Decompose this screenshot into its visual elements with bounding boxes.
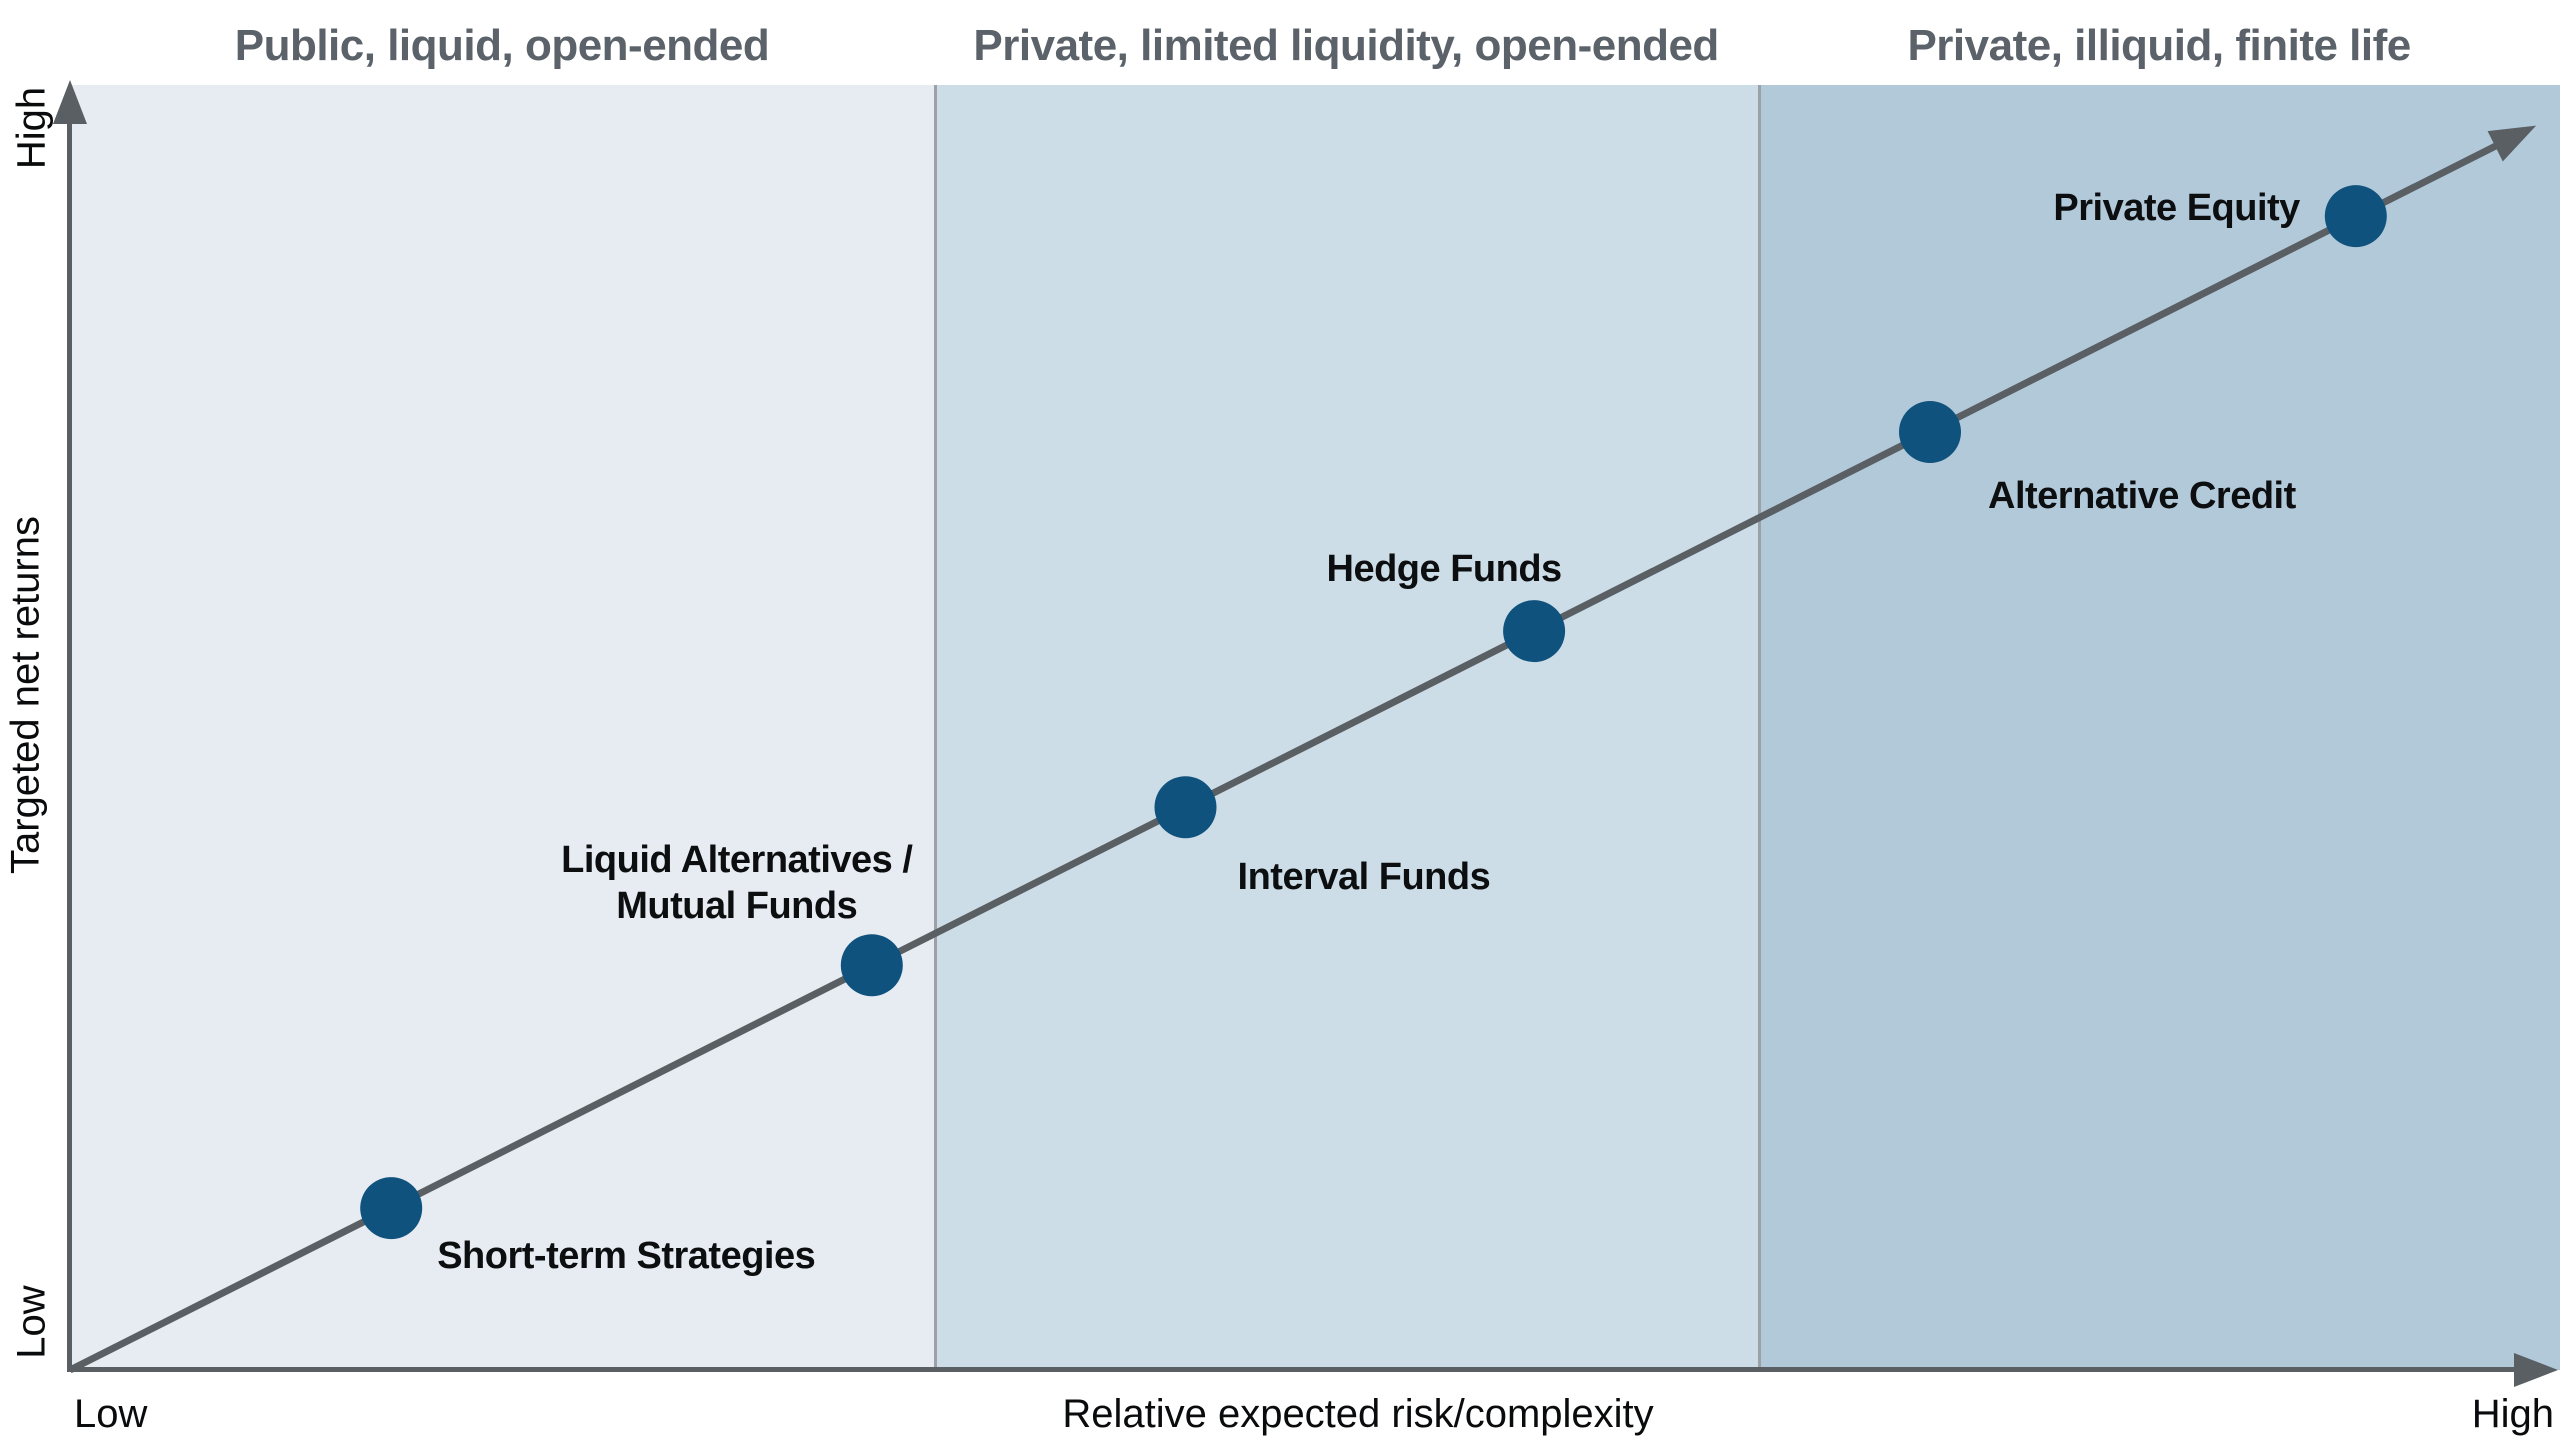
zone-header-1: Private, limited liquidity, open-ended <box>973 21 1719 70</box>
zone-header-0: Public, liquid, open-ended <box>234 21 770 70</box>
zone-headers: Public, liquid, open-ended Private, limit… <box>70 20 2560 72</box>
private-equity-dot <box>2324 185 2387 248</box>
hedge-funds-dot <box>1503 600 1566 663</box>
y-axis-line <box>67 104 72 1372</box>
alternative-credit-dot <box>1899 401 1961 463</box>
x-axis-high-label: High <box>2471 1392 2554 1436</box>
liquid-alternatives-mutual-funds-dot <box>840 934 903 997</box>
x-axis-line <box>70 1367 2518 1372</box>
trend-and-points-layer <box>68 125 2537 1374</box>
y-axis-low-label: Low <box>9 1285 54 1359</box>
y-axis-high-label: High <box>9 86 54 170</box>
interval-funds-dot <box>1154 776 1217 839</box>
y-axis-arrow-icon <box>53 80 87 124</box>
x-axis-title: Relative expected risk/complexity <box>1062 1392 1654 1436</box>
x-axis-arrow-icon <box>2514 1352 2558 1387</box>
x-axis-low-label: Low <box>74 1392 148 1436</box>
zone-band-2 <box>1758 85 2560 1370</box>
short-term-strategies-dot <box>360 1177 423 1240</box>
trend-arrow <box>68 125 2537 1374</box>
zone-header-2: Private, illiquid, finite life <box>1907 21 2411 70</box>
y-axis-title: Targeted net returns <box>3 516 48 874</box>
